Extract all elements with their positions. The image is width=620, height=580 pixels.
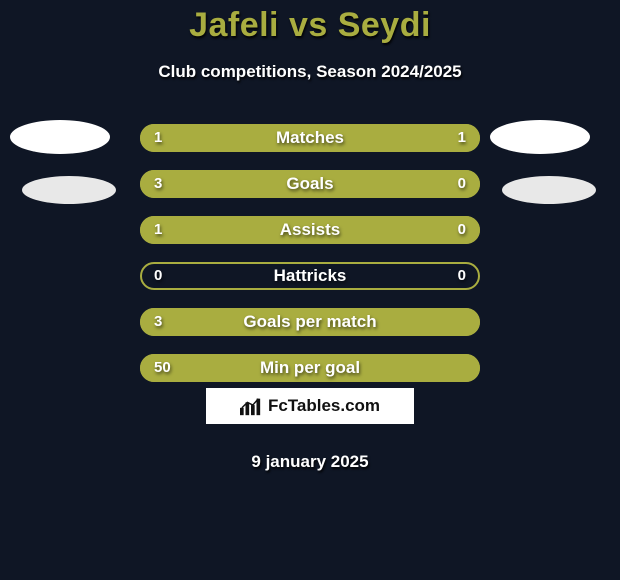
stat-bar-label: Goals per match xyxy=(140,308,480,336)
stat-bar: Hattricks0 0 xyxy=(140,262,480,290)
stat-bars: Matches11Goals30Assists10Hattricks00Goal… xyxy=(140,124,480,400)
stat-bar-left-value: 1 xyxy=(154,216,162,244)
stat-bar-right-value: 0 xyxy=(458,170,466,198)
stat-bar-right-value: 1 xyxy=(458,124,466,152)
bar-chart-icon xyxy=(240,396,262,416)
snapshot-date: 9 january 2025 xyxy=(0,452,620,472)
stat-bar: Goals3 0 xyxy=(140,170,480,198)
stat-bar-right-value: 0 xyxy=(458,216,466,244)
stat-bar: Min per goal50 xyxy=(140,354,480,382)
stat-bar-left-value: 0 xyxy=(154,262,162,290)
comparison-card: Jafeli vs Seydi Club competitions, Seaso… xyxy=(0,0,620,580)
stat-bar-label: Assists xyxy=(140,216,480,244)
stat-bar: Assists1 0 xyxy=(140,216,480,244)
page-title: Jafeli vs Seydi xyxy=(0,6,620,45)
brand-logo: FcTables.com xyxy=(206,388,414,424)
page-subtitle: Club competitions, Season 2024/2025 xyxy=(0,62,620,82)
stat-bar-label: Hattricks xyxy=(140,262,480,290)
stat-bar-left-value: 1 xyxy=(154,124,162,152)
brand-logo-text: FcTables.com xyxy=(268,396,380,416)
stat-bar: Goals per match3 xyxy=(140,308,480,336)
stat-bar-label: Matches xyxy=(140,124,480,152)
player-right-avatar-lower xyxy=(502,176,596,204)
stat-bar-label: Min per goal xyxy=(140,354,480,382)
stat-bar-label: Goals xyxy=(140,170,480,198)
stat-bar-left-value: 50 xyxy=(154,354,171,382)
stat-bar-right-value: 0 xyxy=(458,262,466,290)
player-right-avatar-upper xyxy=(490,120,590,154)
player-left-avatar-lower xyxy=(22,176,116,204)
stat-bar-left-value: 3 xyxy=(154,308,162,336)
player-left-avatar-upper xyxy=(10,120,110,154)
stat-bar-left-value: 3 xyxy=(154,170,162,198)
stat-bar: Matches1 1 xyxy=(140,124,480,152)
